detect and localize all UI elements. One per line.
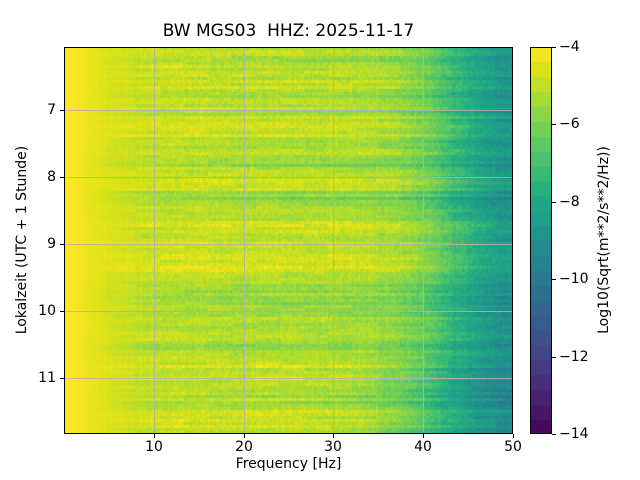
y-tick-mark	[60, 378, 64, 379]
colorbar-tick-label: −4	[559, 39, 580, 55]
x-tick-label: 20	[235, 439, 253, 455]
colorbar-gradient	[530, 47, 552, 434]
colorbar-tick-label: −10	[559, 271, 589, 287]
colorbar-tick-label: −6	[559, 116, 580, 132]
x-tick-mark	[333, 434, 334, 438]
y-tick-label: 11	[38, 370, 56, 386]
chart-title: BW MGS03 HHZ: 2025-11-17	[162, 21, 415, 41]
x-axis-label: Frequency [Hz]	[235, 456, 342, 472]
colorbar	[530, 47, 552, 434]
colorbar-tick-mark	[552, 434, 556, 435]
colorbar-tick-mark	[552, 202, 556, 203]
y-tick-label: 9	[47, 236, 56, 252]
y-tick-mark	[60, 110, 64, 111]
x-tick-label: 50	[504, 439, 522, 455]
colorbar-tick-label: −14	[559, 426, 589, 442]
spectrogram-image	[64, 47, 513, 434]
colorbar-label: Log10(Sqrt(m**2/s**2/Hz))	[596, 146, 612, 334]
y-axis-label: Lokalzeit (UTC + 1 Stunde)	[14, 145, 30, 335]
y-tick-label: 10	[38, 303, 56, 319]
x-tick-label: 40	[414, 439, 432, 455]
x-tick-mark	[513, 434, 514, 438]
plot-area	[64, 47, 513, 434]
y-tick-mark	[60, 311, 64, 312]
x-tick-mark	[423, 434, 424, 438]
x-tick-label: 10	[145, 439, 163, 455]
y-tick-label: 7	[47, 102, 56, 118]
colorbar-tick-mark	[552, 124, 556, 125]
y-tick-label: 8	[47, 169, 56, 185]
y-tick-mark	[60, 244, 64, 245]
x-tick-mark	[244, 434, 245, 438]
colorbar-tick-mark	[552, 47, 556, 48]
x-tick-mark	[154, 434, 155, 438]
x-tick-label: 30	[324, 439, 342, 455]
y-tick-mark	[60, 177, 64, 178]
colorbar-tick-label: −8	[559, 194, 580, 210]
colorbar-tick-mark	[552, 279, 556, 280]
colorbar-tick-label: −12	[559, 349, 589, 365]
colorbar-tick-mark	[552, 357, 556, 358]
